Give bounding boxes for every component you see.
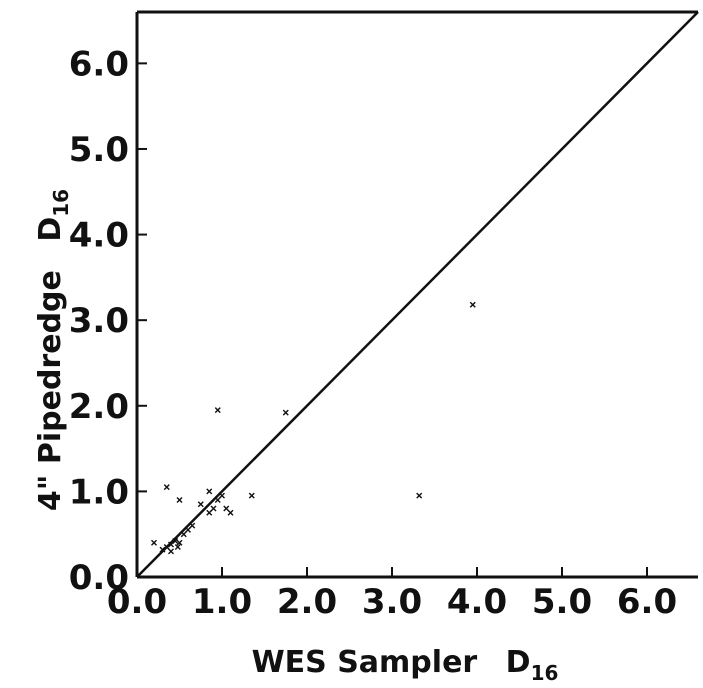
data-point — [197, 501, 204, 508]
data-point-stroke — [219, 492, 225, 499]
data-point-stroke — [172, 538, 179, 545]
data-point — [172, 538, 179, 545]
y-tick-label: 3.0 — [69, 301, 129, 341]
data-points — [151, 301, 476, 555]
y-axis-label-symbol: D — [33, 217, 68, 242]
y-axis-ticks: 0.0 1.0 2.0 3.0 4.0 5.0 6.0 — [69, 44, 147, 598]
x-axis-label-symbol: D — [506, 645, 531, 680]
data-point-stroke — [227, 509, 234, 516]
data-point-stroke — [176, 539, 183, 546]
data-point — [189, 522, 196, 529]
data-point — [469, 301, 476, 308]
x-tick-label: 1.0 — [192, 582, 252, 622]
data-point-stroke — [282, 409, 289, 416]
data-point — [248, 492, 255, 499]
data-point — [163, 484, 170, 491]
y-tick-label: 6.0 — [69, 44, 129, 84]
data-point — [214, 407, 221, 414]
data-point-stroke — [206, 509, 213, 516]
x-tick-label: 6.0 — [617, 582, 677, 622]
data-point — [210, 505, 217, 512]
reference-line-group — [136, 11, 699, 578]
data-point-stroke — [180, 531, 187, 538]
data-point — [214, 496, 221, 503]
data-point-stroke — [214, 407, 221, 414]
data-point — [206, 509, 213, 516]
y-tick-label: 5.0 — [69, 130, 129, 170]
y-tick-label: 4.0 — [69, 216, 129, 256]
data-point-stroke — [197, 501, 204, 508]
data-point — [416, 492, 423, 499]
x-tick-label: 2.0 — [277, 582, 337, 622]
plot-frame — [135, 10, 698, 579]
y-axis-label: 4" Pipedredge D16 — [33, 189, 73, 511]
data-point-stroke — [223, 505, 230, 512]
data-point-stroke — [151, 539, 157, 546]
data-point — [168, 548, 174, 555]
data-point — [185, 526, 191, 533]
y-tick-label: 0.0 — [69, 558, 129, 598]
x-tick-label: 4.0 — [447, 582, 507, 622]
data-point-stroke — [159, 546, 166, 553]
data-point — [174, 544, 181, 551]
y-tick-label: 1.0 — [69, 472, 129, 512]
data-point — [227, 509, 234, 516]
data-point — [223, 505, 230, 512]
data-point — [159, 546, 166, 553]
x-axis-label: WES Sampler D16 — [252, 645, 559, 685]
data-point — [151, 539, 157, 546]
x-axis-label-text: WES Sampler — [252, 645, 478, 680]
x-tick-label: 0.0 — [107, 582, 167, 622]
x-axis-label-subscript: 16 — [531, 661, 559, 685]
x-tick-label: 5.0 — [532, 582, 592, 622]
data-point-stroke — [469, 301, 476, 308]
data-point-stroke — [176, 496, 183, 503]
reference-line — [136, 11, 699, 578]
data-point-stroke — [214, 496, 221, 503]
data-point-stroke — [185, 526, 191, 533]
data-point-stroke — [163, 544, 170, 551]
y-tick-label: 2.0 — [69, 387, 129, 427]
data-point — [180, 531, 187, 538]
data-point-stroke — [210, 505, 217, 512]
data-point-stroke — [163, 484, 170, 491]
data-point-stroke — [168, 548, 174, 555]
data-point-stroke — [206, 488, 213, 495]
data-point — [219, 492, 225, 499]
data-point-stroke — [248, 492, 255, 499]
data-point-stroke — [174, 544, 181, 551]
data-point — [163, 544, 170, 551]
data-point-stroke — [189, 522, 196, 529]
x-tick-label: 3.0 — [362, 582, 422, 622]
y-axis-label-subscript: 16 — [49, 189, 73, 217]
data-point — [282, 409, 289, 416]
y-axis-label-text: 4" Pipedredge — [33, 270, 68, 511]
x-axis-ticks: 0.0 1.0 2.0 3.0 4.0 5.0 6.0 — [107, 567, 677, 622]
data-point-stroke — [416, 492, 423, 499]
data-point — [176, 496, 183, 503]
data-point — [176, 539, 183, 546]
data-point — [206, 488, 213, 495]
